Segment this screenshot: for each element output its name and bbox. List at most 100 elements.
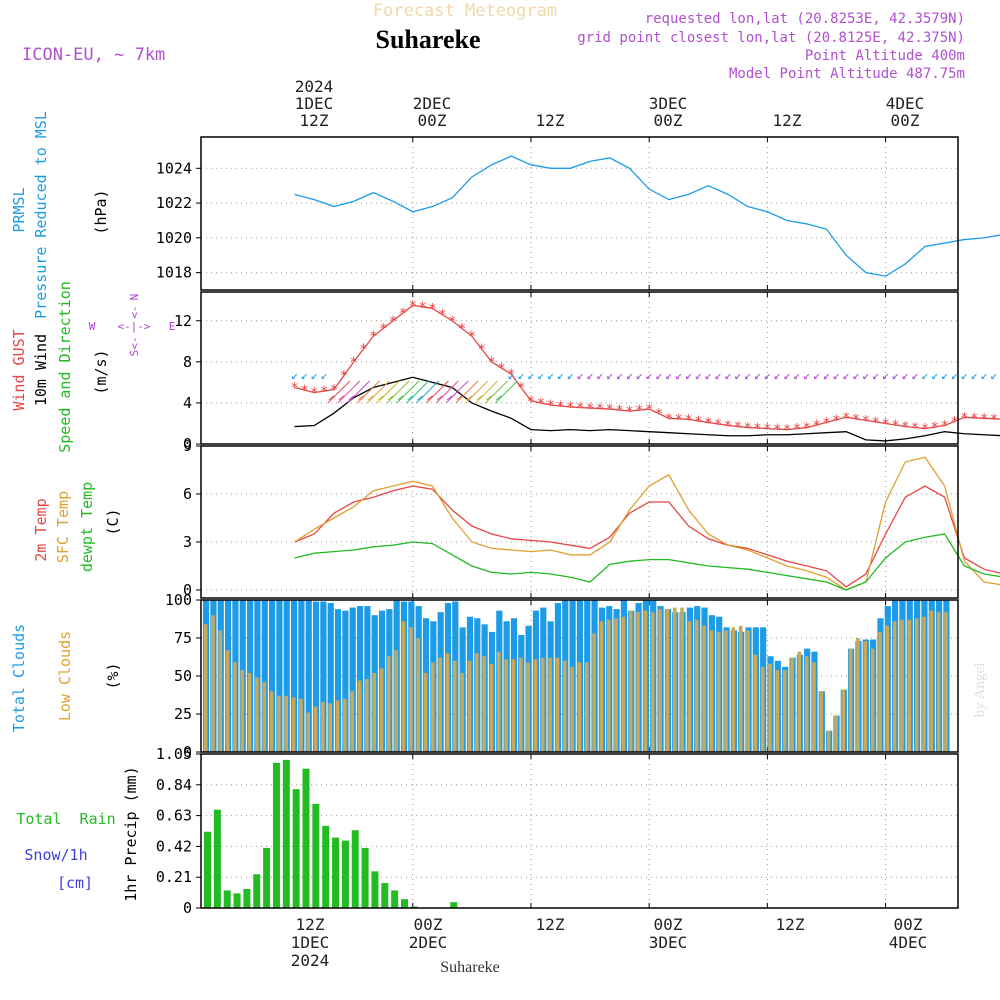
wind-barb [387, 395, 394, 401]
gust-marker: * [665, 411, 673, 427]
wind-direction-arrow: ↙ [685, 368, 692, 382]
gust-label: Wind GUST [10, 329, 28, 410]
panel-frame [200, 599, 959, 753]
low-cloud-bar [350, 691, 354, 752]
low-cloud-bar [577, 662, 582, 752]
low-cloud-bar [614, 618, 618, 752]
wind-direction-arrow: ↙ [518, 368, 525, 382]
panel-frame [200, 445, 959, 599]
top-hour-label: 12Z [536, 111, 565, 130]
low-cloud-bar [716, 631, 721, 752]
gust-marker: * [438, 308, 446, 324]
top-date-label: 3DEC [649, 94, 688, 113]
low-cloud-bar [680, 607, 684, 752]
wind-direction-arrow: ↙ [971, 368, 978, 382]
gust-marker: * [931, 420, 939, 436]
low-cloud-bar [409, 627, 413, 752]
wind-direction-arrow: ↙ [980, 368, 987, 382]
rain-bar [381, 883, 389, 908]
wind-barb [495, 380, 518, 404]
gust-marker: * [478, 342, 486, 358]
low-cloud-bar [621, 616, 626, 752]
wind-direction-arrow: ↙ [695, 368, 702, 382]
gust-marker: * [921, 422, 929, 438]
bottom-hour-label: 12Z [776, 915, 805, 934]
requested-coords: requested lon,lat (20.8253E, 42.3579N) [645, 11, 965, 27]
low-cloud-bar [203, 624, 208, 752]
gust-marker: * [379, 321, 387, 337]
wind-barb [338, 395, 345, 401]
low-cloud-bar [922, 616, 926, 752]
low-cloud-bar [856, 638, 860, 752]
gust-marker: * [842, 410, 850, 426]
bottom-date-label: 1DEC [291, 933, 330, 952]
y-tick-label: 4 [183, 394, 192, 412]
low-cloud-bar [731, 627, 736, 752]
bottom-hour-label: 12Z [536, 915, 565, 934]
series-line-10m-wind [294, 376, 1000, 442]
y-tick-label: 25 [174, 705, 192, 723]
y-tick-label: 1022 [156, 194, 192, 212]
wind-unit: (m/s) [92, 349, 110, 394]
low-cloud-bar [599, 621, 604, 752]
total-cloud-bar [312, 601, 320, 752]
wind-barb [476, 395, 483, 401]
series-line-wind-gust [294, 304, 1000, 431]
model-altitude: Model Point Altitude 487.75m [729, 66, 965, 82]
gust-marker: * [290, 381, 298, 397]
rain-bar [322, 825, 330, 908]
low-cloud-bar [628, 610, 633, 752]
total-cloud-bar [261, 600, 268, 752]
y-tick-label: 0.21 [156, 868, 192, 886]
wind-direction-arrow: ↙ [823, 368, 830, 382]
gust-marker: * [320, 384, 328, 400]
rain-bar [401, 899, 408, 908]
wind-barb [456, 395, 463, 401]
wind-barb [368, 395, 374, 401]
gust-marker: * [359, 342, 367, 358]
wind-direction-arrow: ↙ [912, 368, 919, 382]
wind-direction-arrow: ↙ [705, 368, 712, 382]
gust-marker: * [606, 402, 614, 418]
low-cloud-bar [526, 662, 530, 752]
low-cloud-bar [445, 653, 450, 752]
y-tick-label: 0 [183, 435, 192, 453]
low-cloud-bar [753, 654, 758, 752]
low-cloud-bar [321, 701, 325, 752]
low-cloud-bar [709, 630, 714, 752]
wind-direction-arrow: ↙ [754, 368, 761, 382]
wind-barb [367, 380, 390, 404]
rain-bar [312, 803, 320, 908]
low-cloud-bar [211, 615, 215, 752]
top-year-label: 2024 [295, 77, 334, 96]
wind-direction-arrow: ↙ [596, 368, 603, 382]
rain-bar [361, 847, 369, 908]
gust-marker: * [940, 419, 948, 435]
wind-direction-arrow: ↙ [990, 368, 997, 382]
gust-marker: * [566, 400, 574, 416]
gust-marker: * [881, 416, 889, 432]
low-cloud-bar [467, 660, 472, 752]
gust-marker: * [409, 298, 417, 314]
wind-barb [417, 395, 423, 401]
wind-direction-arrow: ↙ [577, 368, 584, 382]
rain-bar [253, 874, 261, 908]
rain-bar [351, 830, 359, 908]
low-cloud-bar [475, 653, 479, 752]
wind-direction-arrow: ↙ [665, 368, 672, 382]
low-cloud-bar [533, 659, 538, 752]
top-hour-label: 00Z [418, 111, 447, 130]
wind-direction-arrow: ↙ [892, 368, 899, 382]
gust-marker: * [556, 399, 564, 415]
low-cloud-bar [848, 648, 853, 752]
wind-barb [416, 380, 439, 404]
series-line-dewpt-temp [294, 533, 1000, 591]
wind-direction-arrow: ↙ [567, 368, 574, 382]
wind-barb [496, 395, 502, 401]
wind-barb [446, 395, 453, 401]
gust-marker: * [803, 421, 811, 437]
total-cloud-bar [305, 600, 312, 752]
low-cloud-bar [511, 659, 516, 752]
wind-direction-arrow: ↙ [774, 368, 781, 382]
bottom-hour-label: 00Z [654, 915, 683, 934]
